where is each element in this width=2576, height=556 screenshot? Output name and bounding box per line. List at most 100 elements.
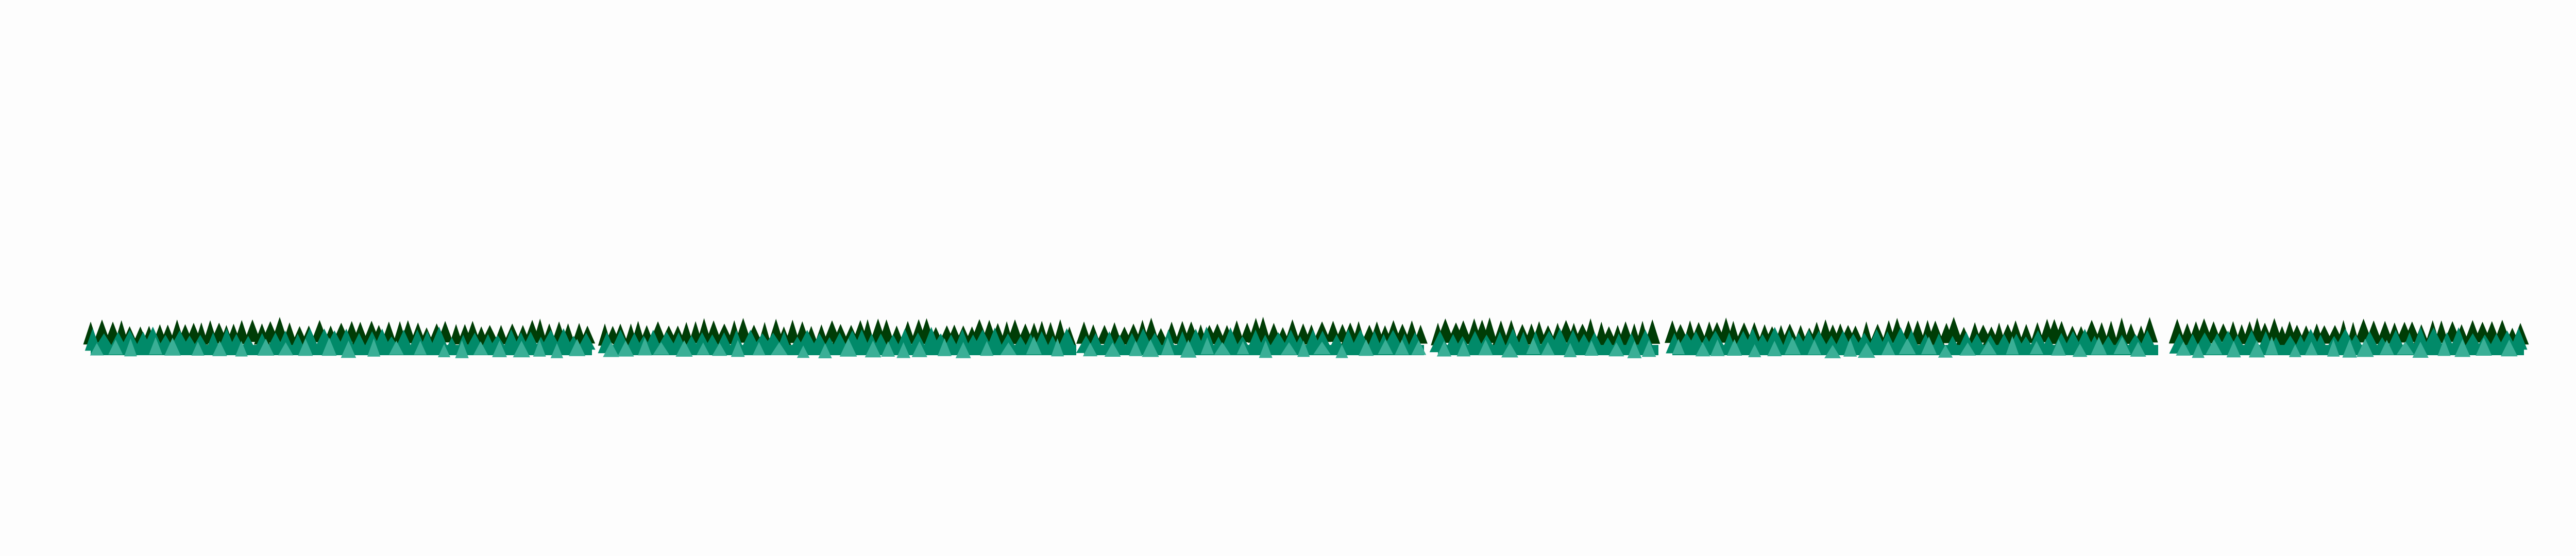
tree-icon bbox=[1564, 329, 1582, 349]
tree-icon bbox=[2028, 330, 2047, 350]
tree-icon bbox=[1843, 338, 1857, 357]
tree-icon bbox=[1726, 339, 1742, 356]
tree-icon bbox=[388, 340, 404, 355]
tree-icon bbox=[603, 342, 619, 357]
tree-icon bbox=[1672, 339, 1685, 355]
tree-row-front bbox=[90, 336, 2518, 358]
tree-icon bbox=[90, 343, 104, 356]
tree-icon bbox=[2396, 341, 2414, 355]
tree-icon bbox=[839, 338, 857, 357]
tree-icon bbox=[955, 342, 971, 358]
tree-icon bbox=[1921, 336, 1937, 355]
tree-icon bbox=[341, 340, 357, 358]
tree-icon bbox=[2463, 333, 2483, 350]
tree-icon bbox=[191, 341, 205, 356]
tree-icon bbox=[577, 333, 596, 350]
tree-icon bbox=[1280, 342, 1297, 355]
tree-icon bbox=[1057, 328, 1077, 350]
tree-icon bbox=[2510, 327, 2528, 350]
tree-icon bbox=[1082, 342, 1098, 357]
tree-icon bbox=[2091, 337, 2107, 355]
tree-icon bbox=[2437, 339, 2451, 356]
tree-icon bbox=[1868, 329, 1886, 349]
tree-icon bbox=[1161, 337, 1175, 355]
tree-icon bbox=[2476, 337, 2492, 356]
tree-icon bbox=[728, 329, 745, 352]
tree-icon bbox=[1641, 340, 1656, 357]
tree-icon bbox=[119, 329, 141, 351]
tree-icon bbox=[2029, 341, 2044, 355]
tree-icon bbox=[1340, 328, 1357, 350]
tree-icon bbox=[1979, 341, 1997, 355]
tree-icon bbox=[1436, 341, 1452, 357]
tree-icon bbox=[653, 342, 670, 355]
tree-icon bbox=[1478, 339, 1493, 356]
tree-icon bbox=[1881, 341, 1895, 355]
tree-icon bbox=[2342, 339, 2357, 358]
tree-icon bbox=[1313, 341, 1331, 355]
tree-icon bbox=[1824, 345, 1841, 358]
tree-icon bbox=[1491, 332, 1509, 353]
tree-icon bbox=[2265, 336, 2278, 355]
tree-icon bbox=[1515, 332, 1532, 354]
tree-icon bbox=[2114, 317, 2129, 343]
tree-icon bbox=[980, 341, 994, 356]
tree-icon bbox=[1944, 336, 1961, 352]
tree-icon bbox=[2412, 326, 2429, 349]
tree-icon bbox=[1501, 342, 1518, 358]
tree-icon bbox=[1297, 340, 1310, 357]
tree-icon bbox=[1930, 333, 1947, 354]
tree-icon bbox=[2051, 339, 2066, 356]
tree-icon bbox=[533, 318, 547, 342]
tree-icon bbox=[2113, 337, 2131, 354]
tree-icon bbox=[481, 325, 499, 343]
tree-icon bbox=[2130, 341, 2146, 357]
tree-icon bbox=[1608, 342, 1624, 357]
tree-icon bbox=[1180, 339, 1197, 358]
tree-icon bbox=[108, 339, 123, 355]
tree-icon bbox=[1695, 342, 1710, 357]
tree-icon bbox=[1456, 340, 1471, 357]
tree-icon bbox=[1313, 331, 1332, 350]
tree-icon bbox=[257, 338, 275, 356]
tree-icon bbox=[638, 337, 652, 356]
tree-icon bbox=[1767, 340, 1782, 356]
tree-icon bbox=[2176, 341, 2191, 356]
tree-icon bbox=[2248, 340, 2265, 358]
tree-icon bbox=[853, 329, 870, 349]
tree-icon bbox=[1411, 340, 1427, 355]
tree-icon bbox=[645, 329, 662, 350]
tree-icon bbox=[93, 333, 115, 350]
tree-icon bbox=[124, 338, 137, 357]
tree-icon bbox=[1129, 340, 1143, 356]
tree-icon bbox=[1006, 319, 1024, 344]
tree-icon bbox=[2387, 329, 2404, 349]
tree-icon bbox=[1584, 340, 1599, 356]
tree-icon bbox=[1236, 341, 1249, 355]
tree-icon bbox=[675, 340, 693, 357]
tree-icon bbox=[2007, 320, 2024, 344]
tree-icon bbox=[1378, 339, 1394, 355]
tree-icon bbox=[796, 345, 810, 358]
tree-icon bbox=[731, 340, 745, 357]
tree-icon bbox=[909, 332, 927, 350]
tree-icon bbox=[1857, 342, 1875, 358]
tree-icon bbox=[276, 331, 295, 352]
tree-icon bbox=[798, 329, 817, 349]
tree-icon bbox=[1748, 344, 1761, 357]
tree-icon bbox=[2312, 334, 2329, 352]
tree-icon bbox=[1705, 331, 1726, 350]
tree-icon bbox=[487, 335, 508, 351]
tree-icon bbox=[911, 341, 927, 357]
tree-icon bbox=[235, 341, 248, 357]
tree-icon bbox=[2226, 341, 2241, 358]
tree-icon bbox=[937, 338, 952, 356]
tree-icon bbox=[2006, 336, 2019, 355]
tree-icon bbox=[513, 340, 530, 358]
tree-icon bbox=[212, 340, 227, 356]
tree-icon bbox=[1259, 340, 1273, 358]
tree-icon bbox=[1026, 336, 1042, 355]
tree-icon bbox=[1855, 333, 1874, 349]
tree-icon bbox=[2072, 343, 2088, 357]
tree-icon bbox=[278, 342, 294, 356]
